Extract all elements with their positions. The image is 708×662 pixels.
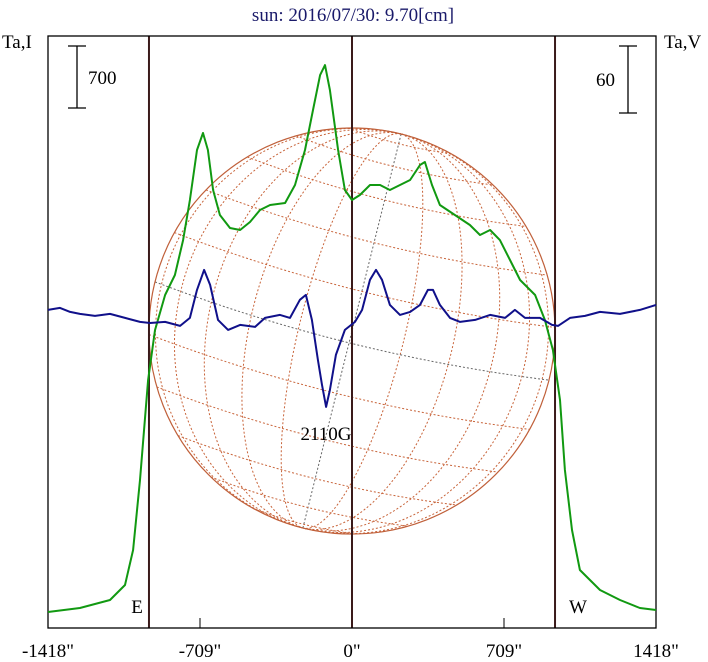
meridian [203, 130, 402, 529]
meridian [302, 133, 424, 529]
chart-title: sun: 2016/07/30: 9.70[cm] [252, 5, 454, 26]
right-scale-bar [619, 45, 637, 114]
x-tick-label: 709" [486, 641, 522, 662]
right-axis-label: Ta,V [664, 32, 701, 53]
x-tick-label: -709" [179, 641, 222, 662]
parallel [210, 476, 409, 527]
parallel [253, 508, 356, 535]
parallel [156, 386, 499, 473]
meridian [280, 133, 402, 529]
left-scale-bar [68, 45, 86, 109]
meridian [302, 133, 549, 535]
meridian [155, 127, 402, 529]
meridian [173, 129, 402, 529]
parallel [247, 156, 527, 227]
parallel [174, 232, 556, 328]
parallel [205, 189, 548, 276]
parallel [177, 435, 457, 506]
x-tick-label: 1418" [633, 641, 679, 662]
x-tick-label: -1418" [22, 641, 74, 662]
parallel [148, 334, 530, 430]
meridian [302, 133, 463, 531]
left-scale-label: 700 [88, 68, 117, 89]
meridian [241, 131, 402, 529]
annotation-field-strength: 2110G [300, 424, 351, 445]
x-tick-label: 0" [343, 641, 360, 662]
parallel [348, 127, 451, 154]
meridian [302, 133, 531, 533]
parallel [295, 135, 494, 186]
limb-lines [147, 36, 557, 628]
east-limb-label: E [131, 597, 143, 618]
left-axis-label: Ta,I [2, 32, 32, 53]
right-scale-label: 60 [596, 70, 615, 91]
series-I-line [47, 64, 657, 613]
series-V-line [47, 268, 657, 408]
plot-frame [47, 35, 657, 629]
west-limb-label: W [569, 597, 587, 618]
